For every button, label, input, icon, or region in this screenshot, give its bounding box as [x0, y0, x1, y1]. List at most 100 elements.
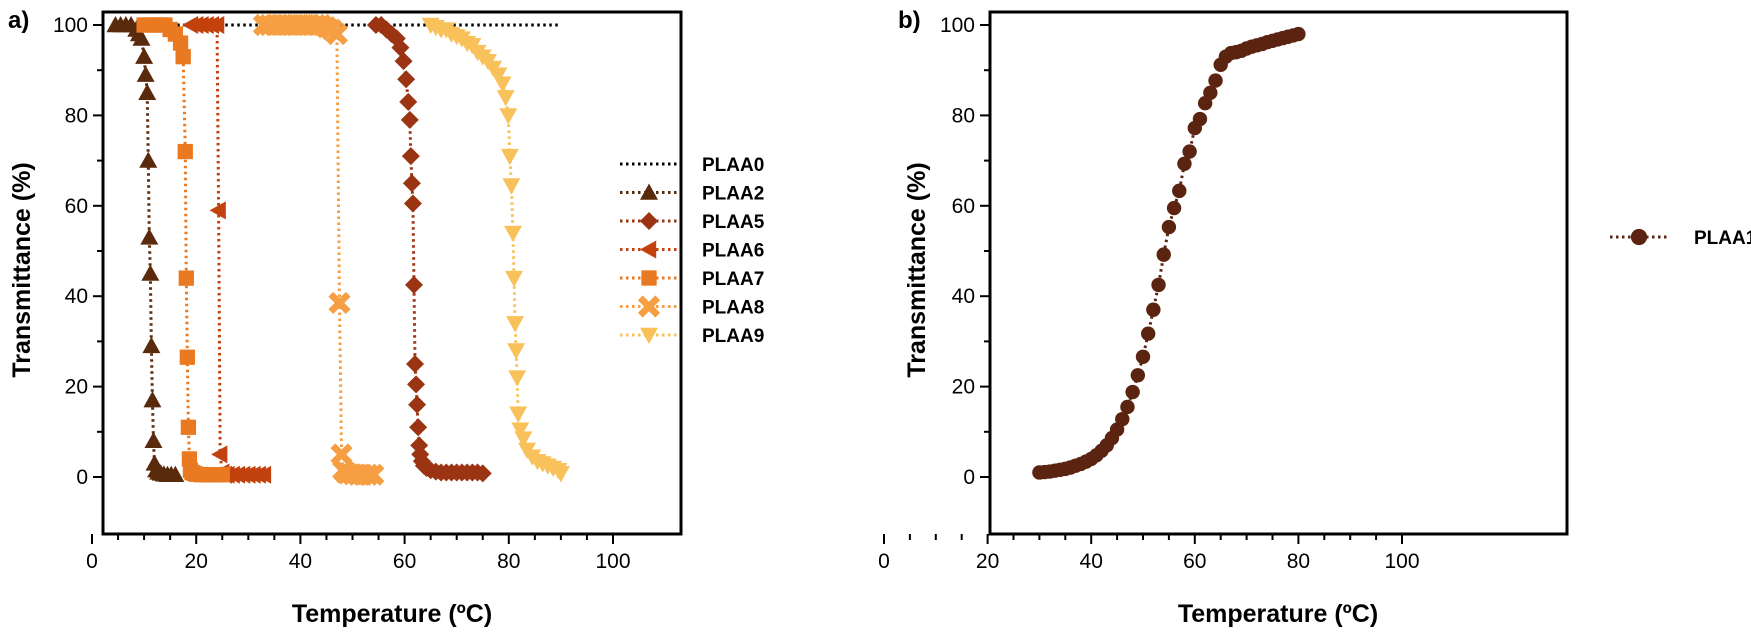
- panel-a-legend: PLAA0 PLAA2 PLAA5 PLAA6 PLAA7 PLAA8 PLAA9: [620, 155, 765, 347]
- data-point: [208, 16, 225, 34]
- series-line-plaa9: [430, 23, 563, 475]
- data-point: [325, 22, 348, 46]
- data-point: [506, 316, 525, 333]
- data-point: [400, 110, 419, 129]
- x-tick-label: 60: [1183, 550, 1206, 573]
- data-point: [397, 70, 416, 89]
- data-point: [1130, 368, 1146, 383]
- data-point: [503, 225, 522, 242]
- panel-b-ticks: 0 20 40 60 80 100 0 20 40 60 80 100: [878, 14, 1419, 573]
- legend-entry-plaa7: PLAA7: [702, 269, 764, 290]
- data-point: [1156, 247, 1171, 262]
- data-point: [394, 52, 413, 71]
- y-tick-label: 20: [952, 376, 975, 399]
- data-point: [408, 395, 427, 414]
- legend-entry-plaa9: PLAA9: [702, 326, 764, 347]
- x-tick-label: 0: [86, 550, 98, 573]
- y-tick-label: 80: [65, 104, 88, 127]
- data-point: [508, 370, 527, 387]
- data-point: [254, 465, 272, 484]
- data-point: [1203, 85, 1218, 101]
- data-point: [551, 466, 570, 483]
- data-point: [1140, 326, 1156, 341]
- data-point: [514, 431, 533, 448]
- chart-panel-a: a) 0 20 40 60 80 100 0 20 40 60 80 100 Temperature …: [8, 7, 765, 628]
- y-tick-label: 40: [952, 285, 975, 308]
- data-point: [1120, 399, 1135, 415]
- x-tick-label: 100: [595, 550, 630, 573]
- data-point: [509, 406, 528, 423]
- data-point: [500, 148, 519, 166]
- legend-entry-plaa2: PLAA2: [702, 184, 764, 205]
- legend-marker: [1630, 228, 1648, 246]
- data-point: [391, 38, 410, 57]
- data-point: [1151, 277, 1166, 293]
- data-point: [404, 275, 423, 294]
- data-point: [1125, 384, 1140, 400]
- x-tick-label: 100: [1384, 550, 1419, 573]
- data-point: [496, 90, 515, 107]
- y-tick-label: 80: [952, 104, 975, 127]
- data-point: [409, 418, 428, 437]
- series-line-plaa5: [375, 23, 484, 475]
- legend-entry-plaa1: PLAA1: [1694, 228, 1751, 249]
- panel-b-x-axis-label: Temperature (ºC): [1178, 600, 1378, 628]
- panel-b-markers: [1032, 26, 1306, 480]
- chart-panel-b: b) 0 20 40 60 80 100 0 20 40 60 80 100 Temperature …: [878, 7, 1751, 628]
- data-point: [403, 194, 422, 213]
- x-tick-label: 60: [393, 550, 416, 573]
- legend-entry-plaa5: PLAA5: [702, 212, 765, 233]
- panel-a-y-axis-label: Transmittance (%): [8, 162, 36, 377]
- data-point: [136, 65, 155, 82]
- x-tick-label: 80: [497, 550, 520, 573]
- panel-a-ticks: 0 20 40 60 80 100 0 20 40 60 80 100: [53, 14, 631, 573]
- data-point: [511, 422, 530, 439]
- data-point: [143, 391, 162, 408]
- data-point: [140, 228, 159, 245]
- data-point: [142, 336, 161, 354]
- data-point: [502, 178, 521, 195]
- data-point: [507, 343, 526, 360]
- data-point: [406, 355, 425, 373]
- data-point: [1115, 411, 1130, 427]
- data-point: [175, 48, 191, 65]
- legend-marker: [641, 270, 657, 286]
- data-point: [141, 264, 160, 281]
- data-point: [179, 349, 195, 365]
- panel-b-y-axis-label: Transmittance (%): [903, 162, 931, 377]
- data-point: [138, 83, 157, 100]
- data-point: [362, 463, 385, 486]
- data-point: [135, 47, 154, 64]
- panel-b-plot-frame: [988, 10, 1569, 536]
- y-tick-label: 60: [952, 195, 975, 218]
- data-point: [1166, 200, 1182, 216]
- data-point: [177, 143, 193, 160]
- data-point: [402, 174, 421, 193]
- data-point: [505, 270, 524, 288]
- legend-entry-plaa6: PLAA6: [702, 241, 764, 262]
- data-point: [493, 76, 512, 93]
- legend-entry-plaa0: PLAA0: [702, 155, 764, 176]
- data-point: [178, 270, 194, 286]
- y-tick-label: 100: [53, 14, 88, 37]
- y-tick-label: 100: [940, 14, 975, 37]
- legend-marker: [640, 327, 658, 344]
- y-tick-label: 0: [963, 466, 975, 489]
- data-point: [407, 375, 426, 394]
- y-tick-label: 60: [65, 195, 88, 218]
- data-point: [1291, 26, 1306, 42]
- data-point: [180, 419, 197, 435]
- data-point: [166, 465, 185, 482]
- legend-marker: [640, 240, 657, 259]
- legend-marker: [640, 183, 658, 200]
- data-point: [1177, 156, 1192, 171]
- panel-b-label: b): [898, 7, 921, 34]
- data-point: [1135, 349, 1151, 364]
- data-point: [1182, 144, 1197, 159]
- data-point: [1208, 73, 1223, 88]
- data-point: [209, 201, 226, 220]
- data-point: [399, 92, 418, 111]
- data-point: [401, 147, 420, 166]
- legend-marker: [637, 295, 661, 318]
